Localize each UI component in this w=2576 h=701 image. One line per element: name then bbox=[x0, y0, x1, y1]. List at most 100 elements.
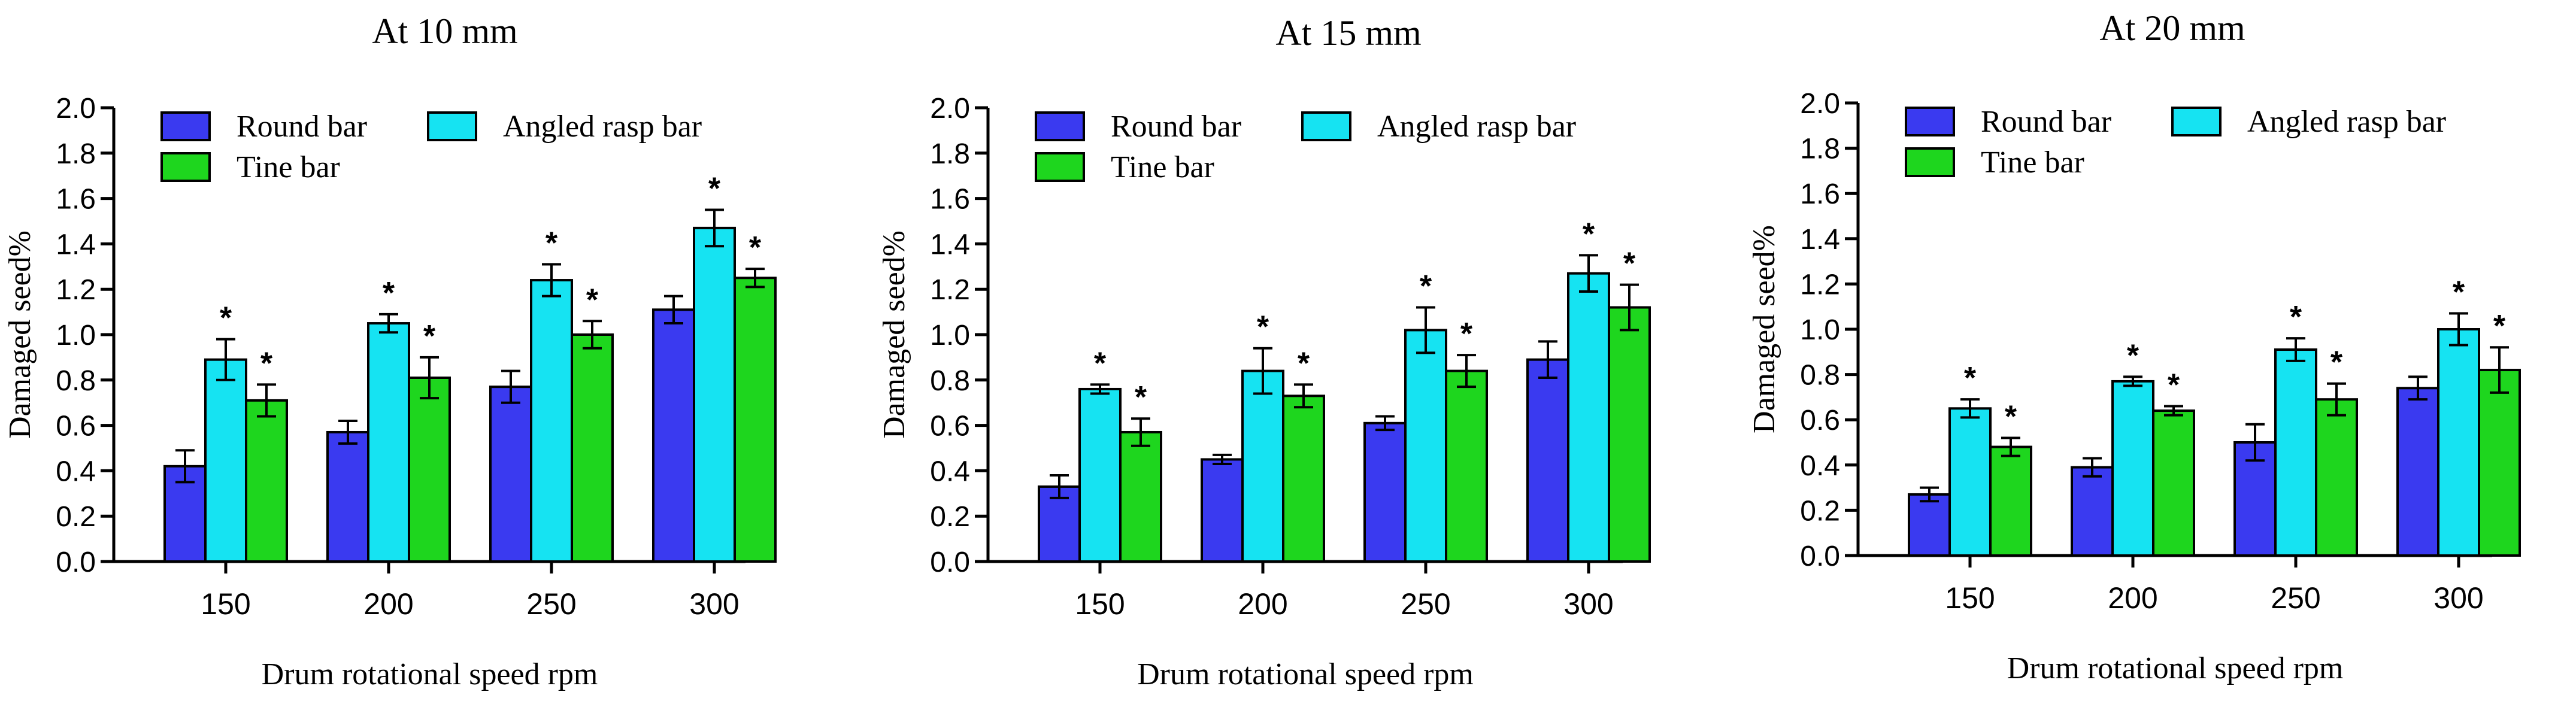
significance-star: * bbox=[2330, 345, 2343, 380]
x-tick-label: 150 bbox=[201, 587, 250, 621]
significance-star: * bbox=[1460, 317, 1473, 351]
significance-star: * bbox=[1298, 346, 1310, 381]
bar-2 bbox=[2274, 348, 2317, 557]
bar-1 bbox=[652, 308, 695, 563]
legend-label: Angled rasp bar bbox=[1377, 110, 1576, 144]
y-tick-label: 0.2 bbox=[56, 501, 96, 533]
significance-star: * bbox=[586, 283, 599, 317]
chart-title: At 20 mm bbox=[2099, 8, 2245, 48]
y-tick-label: 0.4 bbox=[56, 456, 96, 487]
legend-swatch bbox=[160, 152, 211, 182]
y-tick-label: 1.6 bbox=[1800, 178, 1840, 210]
y-tick-label: 0.8 bbox=[930, 365, 970, 397]
y-tick-label: 0.2 bbox=[930, 501, 970, 533]
x-tick-label: 200 bbox=[363, 587, 413, 621]
y-tick-label: 1.6 bbox=[56, 184, 96, 216]
y-tick-label: 2.0 bbox=[56, 93, 96, 125]
y-tick-label: 1.2 bbox=[930, 274, 970, 306]
significance-star: * bbox=[2005, 399, 2017, 434]
y-tick-label: 0.4 bbox=[930, 456, 970, 487]
y-tick-label: 0.0 bbox=[1800, 541, 1840, 572]
chart-panel-1: At 10 mm 0.0 0.2 0.4 0.6 0.8 1.0 1.2 1.4 1.6 1.8 2.… bbox=[3, 11, 777, 691]
legend-label: Tine bar bbox=[237, 150, 340, 184]
x-tick-label: 150 bbox=[1945, 581, 1995, 615]
y-tick-label: 1.0 bbox=[56, 320, 96, 351]
bar-1 bbox=[1908, 493, 1951, 557]
x-tick-label: 150 bbox=[1075, 587, 1125, 621]
bar-2 bbox=[2111, 380, 2154, 557]
x-tick-label: 300 bbox=[2433, 581, 2483, 615]
significance-star: * bbox=[260, 346, 273, 381]
significance-star: * bbox=[1094, 346, 1107, 381]
bar-1 bbox=[2396, 387, 2439, 557]
bar-2 bbox=[204, 358, 247, 563]
significance-star: * bbox=[749, 230, 762, 265]
legend-label: Round bar bbox=[1111, 110, 1241, 144]
x-tick-label: 300 bbox=[1563, 587, 1613, 621]
y-tick-label: 0.6 bbox=[56, 411, 96, 442]
bar-3 bbox=[1989, 445, 2032, 557]
chart-panel-3: At 20 mm 0.0 0.2 0.4 0.6 0.8 1.0 1.2 1.4 1.6 1.8 2.… bbox=[1747, 8, 2521, 685]
y-tick-label: 0.6 bbox=[1800, 405, 1840, 436]
x-tick-label: 300 bbox=[689, 587, 739, 621]
significance-star: * bbox=[1623, 247, 1636, 281]
y-axis-title: Damaged seed% bbox=[1747, 225, 1781, 433]
bar-3 bbox=[1282, 394, 1325, 563]
y-tick-label: 1.8 bbox=[1800, 133, 1840, 165]
y-tick-label: 1.4 bbox=[930, 229, 970, 260]
bar-1 bbox=[326, 430, 369, 563]
y-tick-label: 0.0 bbox=[930, 547, 970, 578]
x-tick-label: 250 bbox=[2271, 581, 2320, 615]
bar-2 bbox=[1948, 407, 1992, 557]
x-tick-label: 250 bbox=[526, 587, 576, 621]
y-tick-label: 1.4 bbox=[56, 229, 96, 260]
bar-3 bbox=[245, 399, 288, 563]
legend-swatch bbox=[2171, 107, 2222, 136]
x-tick-label: 200 bbox=[2108, 581, 2157, 615]
y-tick-label: 1.6 bbox=[930, 184, 970, 216]
y-axis-title: Damaged seed% bbox=[877, 230, 911, 439]
x-tick-label: 200 bbox=[1238, 587, 1287, 621]
chart-panel-2: At 15 mm 0.0 0.2 0.4 0.6 0.8 1.0 1.2 1.4 1.6 1.8 2.… bbox=[877, 13, 1651, 691]
y-tick-label: 2.0 bbox=[930, 93, 970, 125]
chart-title: At 15 mm bbox=[1275, 13, 1421, 53]
significance-star: * bbox=[545, 226, 558, 261]
legend-swatch bbox=[1301, 111, 1351, 141]
y-tick-label: 1.0 bbox=[1800, 314, 1840, 346]
legend-label: Angled rasp bar bbox=[503, 110, 702, 144]
legend-swatch bbox=[427, 111, 477, 141]
significance-star: * bbox=[2168, 368, 2180, 403]
significance-star: * bbox=[1135, 380, 1147, 415]
bar-1 bbox=[1526, 358, 1569, 563]
bar-2 bbox=[1078, 387, 1122, 563]
y-tick-label: 1.2 bbox=[56, 274, 96, 306]
bar-3 bbox=[734, 277, 777, 563]
legend-swatch bbox=[1905, 107, 1955, 136]
significance-star: * bbox=[423, 319, 436, 354]
significance-star: * bbox=[1257, 310, 1269, 345]
y-tick-label: 0.4 bbox=[1800, 450, 1840, 482]
y-tick-label: 1.4 bbox=[1800, 224, 1840, 256]
bar-3 bbox=[571, 333, 614, 563]
significance-star: * bbox=[220, 301, 232, 336]
bar-2 bbox=[530, 279, 573, 563]
bar-2 bbox=[1404, 329, 1447, 563]
y-tick-label: 0.8 bbox=[1800, 360, 1840, 392]
y-tick-label: 0.6 bbox=[930, 411, 970, 442]
bar-1 bbox=[1363, 421, 1407, 563]
significance-star: * bbox=[2453, 275, 2465, 310]
bar-1 bbox=[2071, 466, 2114, 557]
bar-2 bbox=[1241, 369, 1284, 563]
legend-label: Tine bar bbox=[1981, 145, 2084, 180]
bar-3 bbox=[1119, 430, 1162, 563]
bar-3 bbox=[2478, 369, 2521, 557]
significance-star: * bbox=[1964, 361, 1977, 396]
legend-swatch bbox=[1035, 111, 1085, 141]
y-tick-label: 1.8 bbox=[930, 138, 970, 170]
y-tick-label: 0.2 bbox=[1800, 495, 1840, 527]
legend-swatch bbox=[1905, 147, 1955, 177]
significance-star: * bbox=[708, 172, 721, 207]
legend-label: Round bar bbox=[1981, 105, 2111, 139]
bar-1 bbox=[1201, 458, 1244, 563]
